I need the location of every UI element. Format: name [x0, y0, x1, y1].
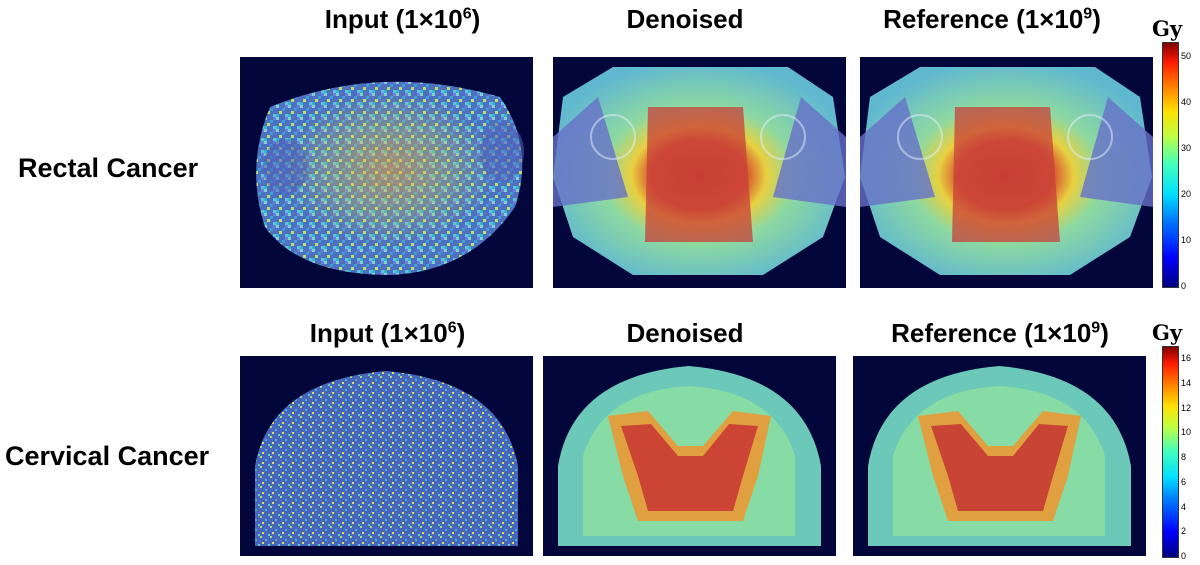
- title-reference-cervical: Reference (1×109): [891, 318, 1109, 348]
- colorbar-tick-label: 12: [1181, 402, 1192, 413]
- colorbar-tick-label: 10: [1181, 234, 1192, 245]
- rectal-input-image: [240, 57, 533, 288]
- colorbar-tick-label: 4: [1181, 501, 1187, 512]
- colorbar-tick-label: 6: [1181, 476, 1187, 487]
- colorbar-tick-label: 16: [1181, 353, 1192, 364]
- colorbar-tick-label: 20: [1181, 188, 1192, 199]
- colorbar-tick-label: 40: [1181, 96, 1192, 107]
- colorbar-tick-label: 50: [1181, 50, 1192, 61]
- colorbar-tick-label: 14: [1181, 378, 1192, 389]
- cervical-input-image: [240, 356, 533, 556]
- title-denoised-cervical: Denoised: [626, 318, 744, 348]
- title-reference-rectal: Reference (1×109): [883, 4, 1101, 34]
- rectal-denoised-image: [553, 57, 846, 288]
- cervical-denoised-image: [543, 356, 836, 556]
- cervical-reference-image: [853, 356, 1146, 556]
- title-denoised-rectal: Denoised: [626, 4, 744, 34]
- row-label-cervical: Cervical Cancer: [5, 441, 210, 471]
- colorbar-unit-rectal: Gy: [1152, 16, 1183, 41]
- colorbar-unit-cervical: Gy: [1152, 320, 1183, 345]
- colorbar-rectal: [1162, 42, 1179, 288]
- colorbar-tick-label: 0: [1181, 551, 1187, 561]
- colorbar-tick-label: 2: [1181, 526, 1187, 537]
- title-input-rectal: Input (1×106): [324, 4, 481, 34]
- colorbar-tick-label: 8: [1181, 452, 1187, 463]
- colorbar-tick-label: 0: [1181, 281, 1187, 291]
- title-input-cervical: Input (1×106): [309, 318, 466, 348]
- rectal-reference-image: [860, 57, 1153, 288]
- colorbar-tick-label: 10: [1181, 427, 1192, 438]
- row-label-rectal: Rectal Cancer: [18, 153, 199, 183]
- colorbar-cervical: [1162, 346, 1179, 558]
- colorbar-tick-label: 30: [1181, 142, 1192, 153]
